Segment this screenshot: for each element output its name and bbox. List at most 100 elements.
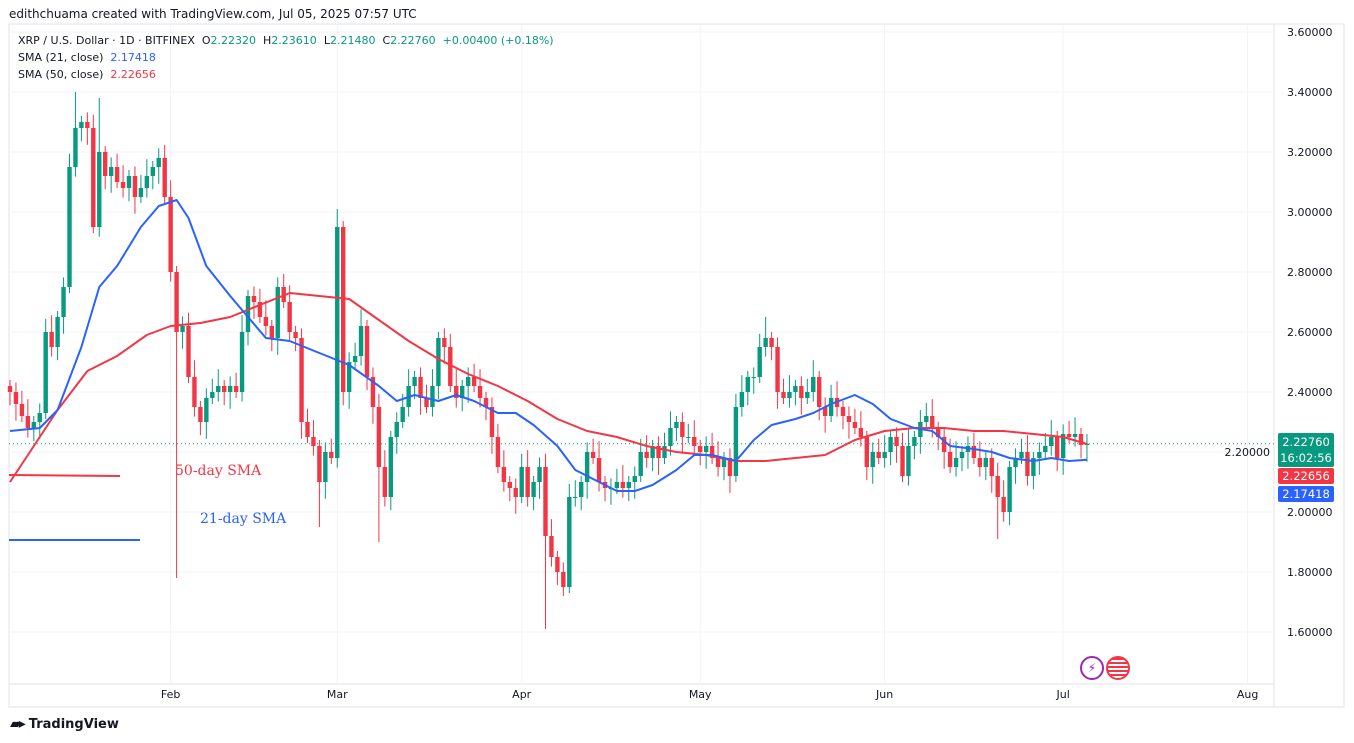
candle-down <box>103 152 108 176</box>
candle-down <box>364 326 370 377</box>
candle-down <box>269 326 274 338</box>
candle-up <box>97 152 102 227</box>
candle-up <box>674 422 679 428</box>
candle-up <box>662 446 667 458</box>
candle-down <box>317 446 322 482</box>
candle-down <box>656 446 661 458</box>
candle-up <box>751 377 756 378</box>
candle-up <box>1019 452 1024 458</box>
sma21-legend[interactable]: SMA (21, close) 2.17418 <box>18 51 156 64</box>
candle-up <box>888 437 893 452</box>
candle-down <box>442 338 447 347</box>
candle-up <box>400 407 405 422</box>
candle-up <box>1084 443 1090 446</box>
candle-down <box>930 416 935 428</box>
candle-up <box>144 176 150 188</box>
candle-up <box>138 188 144 197</box>
candle-up <box>519 467 524 497</box>
tradingview-logo[interactable]: ▰▸ TradingView <box>10 716 119 732</box>
candle-down <box>114 167 120 182</box>
us-flag-icon[interactable] <box>1106 656 1130 680</box>
sma21-annotation: 21-day SMA <box>200 511 287 527</box>
candle-down <box>448 347 453 386</box>
high-label: H <box>263 34 272 47</box>
lightning-icon[interactable]: ⚡ <box>1080 656 1104 680</box>
candle-up <box>37 413 42 422</box>
candle-down <box>477 386 483 398</box>
candle-up <box>531 482 536 497</box>
candle-up <box>1031 458 1036 476</box>
candle-down <box>775 347 780 392</box>
open-label: O <box>201 34 211 47</box>
candle-down <box>840 407 846 416</box>
candle-up <box>460 386 465 398</box>
candle-up <box>352 356 358 362</box>
sma50-price-tag: 2.22656 <box>1278 468 1334 484</box>
candle-down <box>25 416 31 428</box>
candle-up <box>73 128 78 167</box>
candle-down <box>251 296 257 302</box>
candle-down <box>222 386 227 392</box>
candle-down <box>424 398 429 407</box>
candle-down <box>49 332 54 347</box>
candle-up <box>67 167 72 287</box>
candle-up <box>108 167 114 176</box>
candle-down <box>501 467 507 482</box>
candle-down <box>555 557 560 572</box>
candle-down <box>7 386 13 392</box>
candle-down <box>341 227 346 392</box>
price-tick-label: 2.40000 <box>1287 386 1333 399</box>
candle-down <box>620 482 626 488</box>
candle-up <box>745 377 750 392</box>
sma50-legend[interactable]: SMA (50, close) 2.22656 <box>18 68 156 81</box>
candle-down <box>1078 434 1084 446</box>
high-value: 2.23610 <box>271 34 317 47</box>
candle-down <box>971 446 977 458</box>
sma21-label: SMA (21, close) <box>18 51 104 64</box>
candle-down <box>644 452 649 458</box>
candle-up <box>584 452 590 482</box>
candle-up <box>55 317 60 347</box>
candle-up <box>245 296 251 332</box>
candle-up <box>668 428 673 446</box>
candle-down <box>596 458 602 482</box>
candle-up <box>346 362 352 392</box>
candle-down <box>852 422 858 428</box>
candle-down <box>525 467 530 497</box>
candle-up <box>335 227 340 458</box>
candle-down <box>483 398 489 407</box>
candle-down <box>1001 497 1006 512</box>
chart-icons: ⚡ <box>1080 656 1130 680</box>
candle-up <box>805 392 810 398</box>
candle-down <box>977 458 983 467</box>
candle-up <box>388 437 393 497</box>
candle-down <box>864 437 869 467</box>
candle-up <box>614 482 620 488</box>
candle-down <box>513 488 518 497</box>
last-price: 2.22760 <box>1282 435 1330 449</box>
candle-down <box>995 476 1000 497</box>
candle-up <box>31 422 36 428</box>
candle-down <box>692 437 697 446</box>
candle-up <box>626 482 631 488</box>
candle-down <box>91 128 96 227</box>
candle-up <box>703 446 709 452</box>
candle-down <box>19 404 25 416</box>
candle-up <box>757 347 762 377</box>
candle-down <box>120 182 126 188</box>
candle-down <box>263 317 269 326</box>
price-tick-label: 2.00000 <box>1287 506 1333 519</box>
candle-down <box>376 407 382 467</box>
candle-up <box>787 392 792 398</box>
candle-up <box>906 446 911 476</box>
author-credit: edithchuama created with TradingView.com… <box>9 7 417 21</box>
candle-down <box>1025 452 1030 476</box>
candle-up <box>150 167 155 176</box>
price-tick-label: 3.20000 <box>1287 146 1333 159</box>
candle-down <box>293 332 298 338</box>
candle-up <box>1037 452 1042 458</box>
candle-up <box>953 458 959 467</box>
candle-down <box>715 458 721 467</box>
